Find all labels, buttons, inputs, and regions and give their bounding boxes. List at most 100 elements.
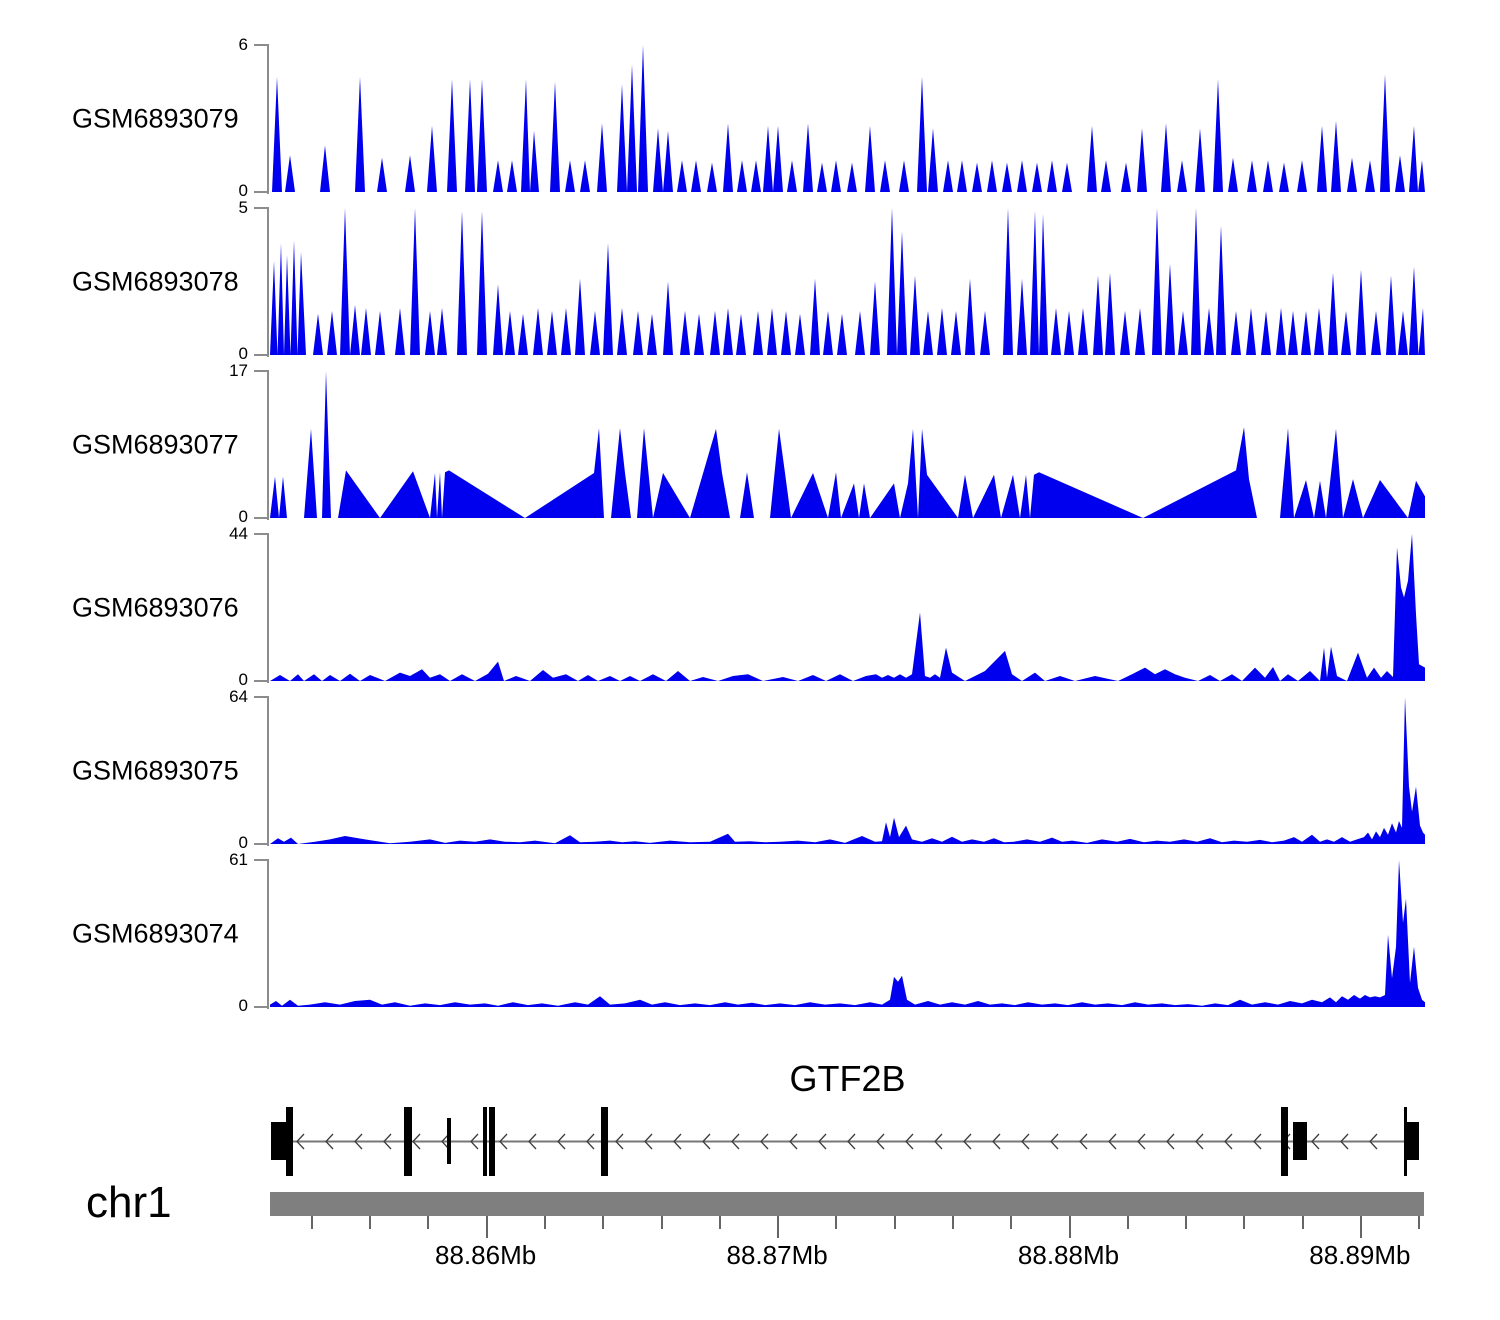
- exon-tall: [1281, 1107, 1288, 1176]
- coverage-area-plot: [270, 697, 1425, 844]
- coverage-track-row: GSM6893075 64 0: [0, 687, 1500, 852]
- y-axis-top-tick: [254, 44, 268, 46]
- strand-direction-chevron-icon: [441, 1133, 450, 1150]
- coverage-track-row: GSM6893079 6 0: [0, 35, 1500, 200]
- track-sample-label: GSM6893078: [72, 266, 239, 296]
- y-axis-max-label: 61: [229, 850, 248, 869]
- strand-direction-chevron-icon: [412, 1133, 421, 1150]
- track-sample-label: GSM6893076: [72, 592, 239, 622]
- chromosome-label: chr1: [86, 1178, 172, 1227]
- axis-coordinate-label: 88.86Mb: [435, 1240, 537, 1270]
- coverage-polygon: [270, 45, 1425, 192]
- axis-coordinate-label: 88.89Mb: [1309, 1240, 1411, 1270]
- y-axis-top-tick: [254, 696, 268, 698]
- exon-tall: [1404, 1107, 1407, 1176]
- strand-direction-chevron-icon: [963, 1133, 972, 1150]
- y-axis-zero-label: 0: [238, 996, 248, 1015]
- y-axis-zero-label: 0: [238, 181, 248, 200]
- axis-minor-tick: [835, 1216, 838, 1229]
- strand-direction-chevron-icon: [325, 1133, 334, 1150]
- strand-direction-chevron-icon: [586, 1133, 595, 1150]
- coverage-area-plot: [270, 534, 1425, 681]
- exon-utr: [1293, 1122, 1307, 1160]
- y-axis-max-label: 64: [229, 687, 248, 706]
- strand-direction-chevron-icon: [470, 1133, 479, 1150]
- coverage-area-plot: [270, 45, 1425, 192]
- chromosome-axis-bar: [270, 1192, 1424, 1216]
- strand-direction-chevron-icon: [992, 1133, 1001, 1150]
- exon-utr: [271, 1122, 287, 1160]
- coverage-area-plot: [270, 208, 1425, 355]
- axis-major-tick: [1068, 1216, 1071, 1238]
- y-axis-zero-label: 0: [238, 507, 248, 526]
- exon-tall: [601, 1107, 608, 1176]
- strand-direction-chevron-icon: [1195, 1133, 1204, 1150]
- track-sample-label: GSM6893075: [72, 755, 239, 785]
- y-axis-zero-label: 0: [238, 833, 248, 852]
- axis-minor-tick: [369, 1216, 372, 1229]
- strand-direction-chevron-icon: [818, 1133, 827, 1150]
- strand-direction-chevron-icon: [934, 1133, 943, 1150]
- strand-direction-chevron-icon: [354, 1133, 363, 1150]
- coverage-track-row: GSM6893076 44 0: [0, 524, 1500, 689]
- strand-direction-chevron-icon: [499, 1133, 508, 1150]
- strand-direction-chevron-icon: [847, 1133, 856, 1150]
- y-axis-max-label: 6: [238, 35, 248, 54]
- coverage-area-plot: [270, 860, 1425, 1007]
- y-axis-zero-tick: [254, 191, 268, 193]
- coverage-polygon: [270, 860, 1425, 1007]
- y-axis-line: [267, 533, 269, 683]
- strand-direction-chevron-icon: [1224, 1133, 1233, 1150]
- y-axis-top-tick: [254, 370, 268, 372]
- axis-minor-tick: [893, 1216, 896, 1229]
- y-axis-zero-tick: [254, 354, 268, 356]
- y-axis-top-tick: [254, 533, 268, 535]
- strand-direction-chevron-icon: [1108, 1133, 1117, 1150]
- gene-model-track: [271, 1107, 1419, 1176]
- strand-direction-chevron-icon: [673, 1133, 682, 1150]
- strand-direction-chevron-icon: [789, 1133, 798, 1150]
- axis-minor-tick: [1010, 1216, 1013, 1229]
- strand-direction-chevron-icon: [1079, 1133, 1088, 1150]
- axis-minor-tick: [543, 1216, 546, 1229]
- axis-minor-tick: [718, 1216, 721, 1229]
- strand-direction-chevron-icon: [1166, 1133, 1175, 1150]
- y-axis-line: [267, 44, 269, 194]
- exon-mid: [447, 1118, 451, 1164]
- axis-coordinate-label: 88.88Mb: [1017, 1240, 1120, 1270]
- y-axis-zero-tick: [254, 843, 268, 845]
- strand-direction-chevron-icon: [876, 1133, 885, 1150]
- axis-minor-tick: [951, 1216, 954, 1229]
- strand-direction-chevron-icon: [1253, 1133, 1262, 1150]
- strand-direction-chevron-icon: [644, 1133, 653, 1150]
- gene-name-label: GTF2B: [789, 1058, 906, 1099]
- exon-tall: [286, 1107, 293, 1176]
- coverage-track-row: GSM6893077 17 0: [0, 361, 1500, 526]
- axis-major-tick: [1359, 1216, 1362, 1238]
- axis-minor-tick: [1126, 1216, 1129, 1229]
- axis-minor-tick: [1418, 1216, 1421, 1229]
- y-axis-zero-tick: [254, 517, 268, 519]
- strand-direction-chevron-icon: [905, 1133, 914, 1150]
- track-sample-label: GSM6893079: [72, 103, 239, 133]
- y-axis-line: [267, 859, 269, 1009]
- coverage-polygon: [270, 371, 1425, 518]
- strand-direction-chevron-icon: [1311, 1133, 1320, 1150]
- exon-utr: [1407, 1122, 1419, 1160]
- exon-tall: [489, 1107, 495, 1176]
- coverage-polygon: [270, 208, 1425, 355]
- strand-direction-chevron-icon: [1137, 1133, 1146, 1150]
- strand-direction-chevron-icon: [1369, 1133, 1378, 1150]
- y-axis-max-label: 5: [238, 198, 248, 217]
- y-axis-top-tick: [254, 859, 268, 861]
- strand-direction-chevron-icon: [1050, 1133, 1059, 1150]
- y-axis-zero-label: 0: [238, 344, 248, 363]
- axis-minor-tick: [310, 1216, 313, 1229]
- axis-minor-tick: [427, 1216, 430, 1229]
- y-axis-line: [267, 207, 269, 357]
- coverage-track-row: GSM6893074 61 0: [0, 850, 1500, 1015]
- track-sample-label: GSM6893077: [72, 429, 239, 459]
- y-axis-line: [267, 370, 269, 520]
- axis-minor-tick: [602, 1216, 605, 1229]
